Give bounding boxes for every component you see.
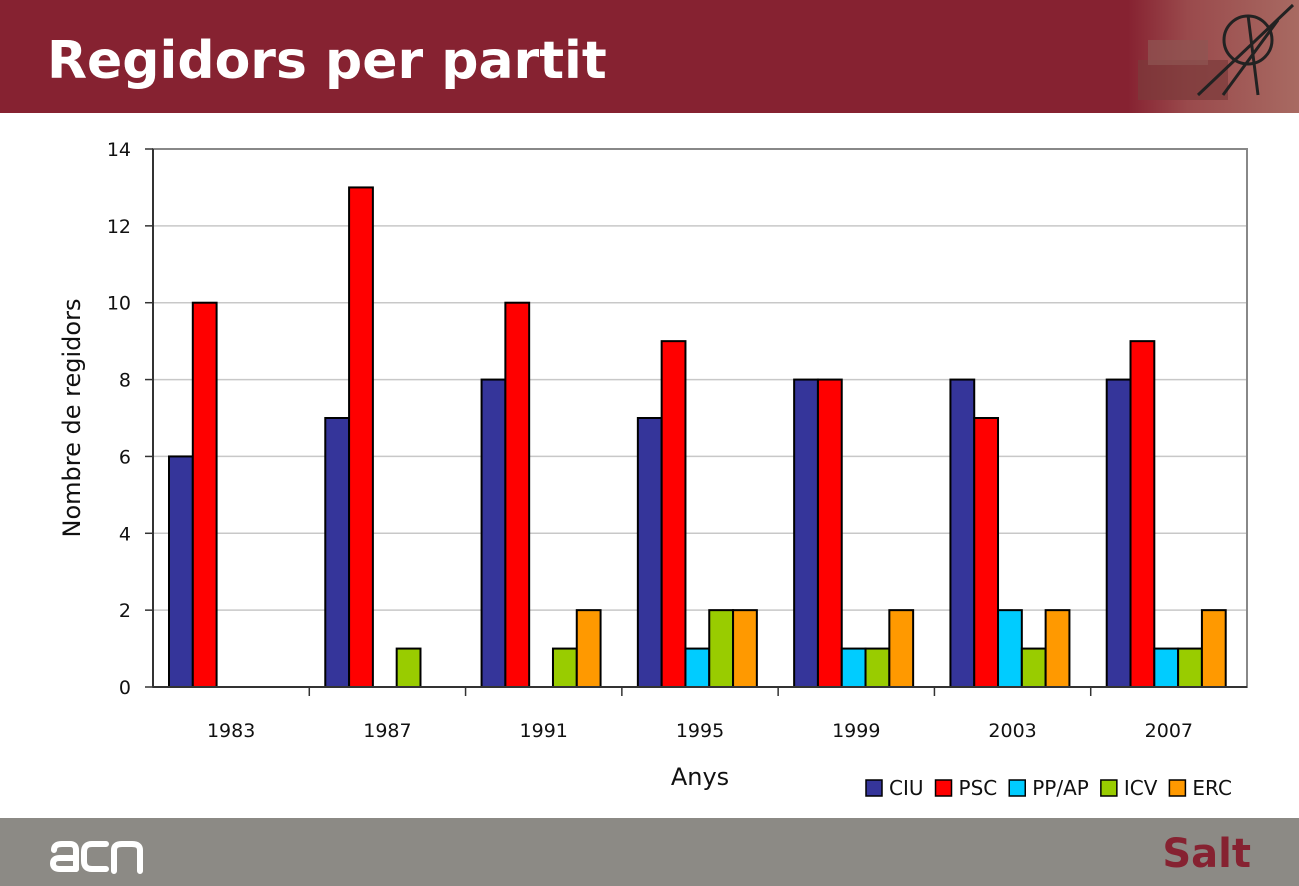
legend-swatch-pp-ap — [1008, 779, 1026, 797]
legend-swatch-icv — [1100, 779, 1118, 797]
bars — [168, 186, 1227, 689]
bar-icv-1995 — [708, 609, 735, 688]
y-tick-labels: 0 2 4 6 8 10 12 14 — [107, 139, 131, 699]
acn-logo: acn — [48, 838, 143, 874]
slide-title: Regidors per partit — [47, 31, 607, 91]
plot-area — [152, 148, 1248, 688]
x-tick-label: 1987 — [363, 720, 411, 742]
y-tick-label: 10 — [107, 293, 131, 315]
bar-ciu-2003 — [949, 378, 976, 688]
x-tick-label: 2003 — [988, 720, 1036, 742]
bar-icv-1991 — [551, 647, 578, 688]
bar-psc-2003 — [973, 417, 1000, 688]
y-tick-label: 4 — [119, 523, 131, 545]
y-tick-label: 6 — [119, 446, 131, 468]
bar-pp-ap-1999 — [840, 647, 867, 688]
y-tick-label: 14 — [107, 139, 131, 161]
bar-psc-1987 — [348, 186, 374, 689]
bar-psc-1995 — [660, 340, 687, 688]
brand-text: acn — [48, 838, 50, 839]
bar-erc-2007 — [1200, 609, 1227, 688]
bar-pp-ap-1995 — [684, 647, 711, 688]
legend-swatch-psc — [934, 779, 953, 797]
header-photo — [1128, 0, 1299, 113]
legend-label-psc: PSC — [959, 776, 998, 800]
bar-psc-1983 — [191, 301, 218, 688]
town-name: Salt — [1162, 831, 1251, 877]
bar-chart: 0 2 4 6 8 10 12 14 1983 1987 1991 1995 1999 2003 2007… — [58, 139, 1248, 800]
bar-ciu-1999 — [793, 378, 819, 688]
bar-pp-ap-2003 — [997, 609, 1023, 688]
x-axis-title: Anys — [671, 763, 729, 791]
bar-ciu-1995 — [636, 417, 663, 688]
bar-erc-2003 — [1044, 609, 1071, 688]
x-tick-label: 2007 — [1145, 720, 1193, 742]
bar-psc-1999 — [816, 378, 843, 688]
x-tick-label: 1999 — [832, 720, 880, 742]
y-tick-label: 0 — [119, 677, 131, 699]
axes — [145, 148, 1247, 696]
bar-ciu-2007 — [1105, 378, 1132, 688]
bar-ciu-1991 — [480, 378, 507, 688]
grid-lines — [153, 148, 1247, 611]
legend-swatch-ciu — [865, 779, 883, 797]
x-tick-label: 1991 — [520, 720, 568, 742]
legend-label-erc: ERC — [1192, 776, 1232, 800]
bar-icv-1987 — [395, 647, 422, 688]
legend-label-ciu: CIU — [889, 776, 924, 800]
x-tick-label: 1995 — [676, 720, 724, 742]
bar-erc-1991 — [575, 609, 602, 688]
y-tick-label: 8 — [119, 370, 131, 392]
bar-psc-2007 — [1129, 340, 1156, 688]
bar-icv-2003 — [1020, 647, 1047, 688]
bar-ciu-1983 — [168, 455, 194, 688]
y-tick-label: 12 — [107, 216, 131, 238]
y-axis-title: Nombre de regidors — [58, 299, 86, 538]
header-bar: Regidors per partit — [0, 0, 1299, 113]
bar-icv-1999 — [864, 647, 891, 688]
bar-ciu-1987 — [324, 417, 351, 688]
x-tick-labels: 1983 1987 1991 1995 1999 2003 2007 — [207, 720, 1193, 742]
legend-swatch-erc — [1168, 779, 1187, 797]
bar-erc-1995 — [732, 609, 758, 688]
bar-psc-1991 — [504, 301, 531, 688]
legend-label-icv: ICV — [1124, 776, 1158, 800]
x-tick-label: 1983 — [207, 720, 255, 742]
bar-erc-1999 — [888, 609, 915, 688]
legend: CIU PSC PP/AP ICV ERC — [865, 776, 1232, 800]
footer-bar — [0, 818, 1299, 886]
bar-icv-2007 — [1177, 647, 1203, 688]
legend-label-pp-ap: PP/AP — [1032, 776, 1089, 800]
bar-pp-ap-2007 — [1153, 647, 1180, 688]
y-tick-label: 2 — [119, 600, 131, 622]
